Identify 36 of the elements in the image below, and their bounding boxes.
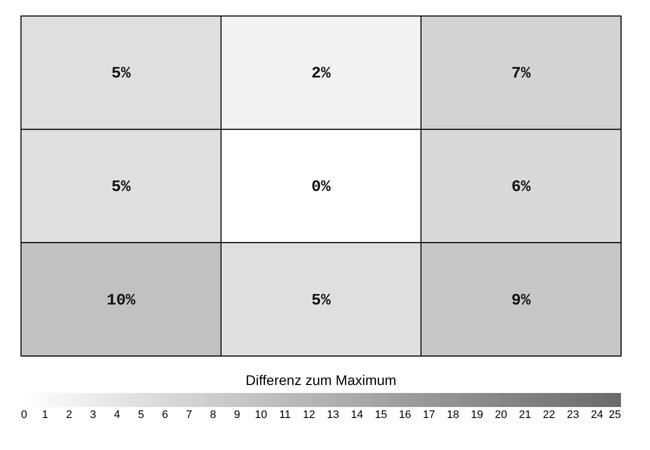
color-bar-label: 9: [234, 409, 240, 421]
data-label: 6%: [511, 178, 531, 196]
color-bar-label: 15: [374, 409, 388, 421]
color-bar-label: 21: [518, 409, 532, 421]
color-bar-label: 17: [422, 409, 436, 421]
color-bar-title: Differenz zum Maximum: [246, 372, 396, 388]
color-bar-label: 18: [446, 409, 460, 421]
data-label: 2%: [311, 64, 331, 83]
color-bar-label: 2: [66, 409, 72, 421]
color-bar-label: 4: [114, 409, 120, 421]
color-bar-label: 24: [590, 409, 604, 421]
color-bar-label: 6: [162, 409, 168, 421]
color-bar-label: 8: [210, 409, 216, 421]
color-bar-label: 7: [186, 409, 192, 421]
color-bar-label: 5: [138, 409, 144, 421]
color-bar-label: 22: [542, 409, 556, 421]
data-label: 9%: [511, 291, 531, 310]
color-bar-label: 23: [566, 409, 580, 421]
data-label: 0%: [311, 178, 331, 196]
data-label: 7%: [511, 64, 531, 83]
color-bar-label: 16: [398, 409, 412, 421]
color-bar-label: 19: [470, 409, 484, 421]
color-bar-label: 25: [608, 409, 621, 421]
color-bar-label: 20: [494, 409, 508, 421]
color-bar-label: 0: [21, 409, 28, 421]
data-label: 5%: [111, 64, 131, 83]
data-label: 5%: [111, 178, 131, 196]
color-bar-label: 14: [350, 409, 364, 421]
color-bar-label: 10: [254, 409, 268, 421]
data-label: 5%: [311, 291, 331, 310]
color-bar-label: 13: [326, 409, 340, 421]
data-label: 10%: [106, 291, 136, 310]
color-bar-label: 3: [90, 409, 96, 421]
color-bar-label: 1: [42, 409, 48, 421]
color-bar-label: 12: [302, 409, 316, 421]
color-bar-label: 11: [279, 409, 291, 421]
